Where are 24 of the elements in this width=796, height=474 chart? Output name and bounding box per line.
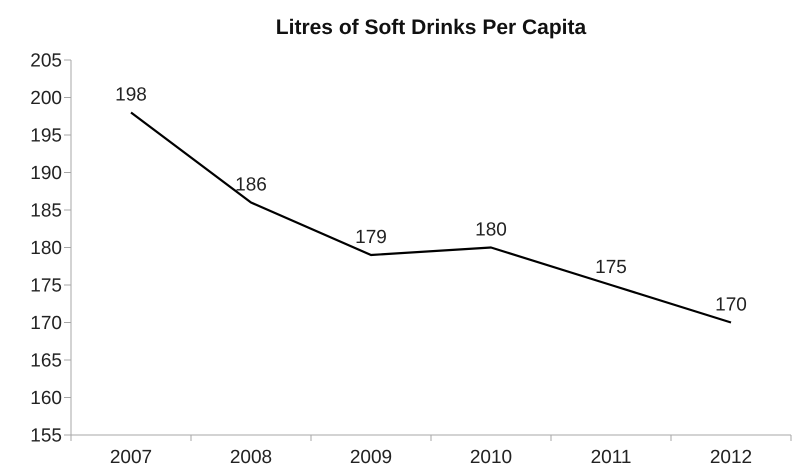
x-tick-label: 2007 <box>110 447 152 468</box>
x-tick-label: 2012 <box>710 447 752 468</box>
x-tick-label: 2011 <box>590 447 632 468</box>
y-tick-label: 160 <box>30 388 62 410</box>
data-label: 175 <box>595 257 627 278</box>
y-tick-label: 180 <box>30 238 62 260</box>
data-label: 198 <box>115 84 147 106</box>
data-label: 179 <box>355 227 387 248</box>
x-tick-label: 2009 <box>350 447 392 468</box>
data-label: 180 <box>475 220 507 240</box>
y-tick-label: 165 <box>30 350 62 372</box>
y-tick-label: 190 <box>30 163 62 184</box>
chart-title: Litres of Soft Drinks Per Capita <box>274 16 588 40</box>
y-tick-label: 175 <box>30 276 62 297</box>
y-tick-label: 155 <box>30 426 62 447</box>
y-tick-label: 200 <box>30 88 62 110</box>
y-tick-label: 195 <box>30 126 62 147</box>
y-tick-label: 170 <box>30 313 62 334</box>
x-tick-label: 2010 <box>470 447 512 468</box>
y-tick-label: 205 <box>30 50 62 72</box>
data-label: 186 <box>235 174 267 196</box>
data-label: 170 <box>715 294 747 316</box>
y-tick-label: 185 <box>30 200 62 222</box>
x-tick-label: 2008 <box>230 447 272 468</box>
